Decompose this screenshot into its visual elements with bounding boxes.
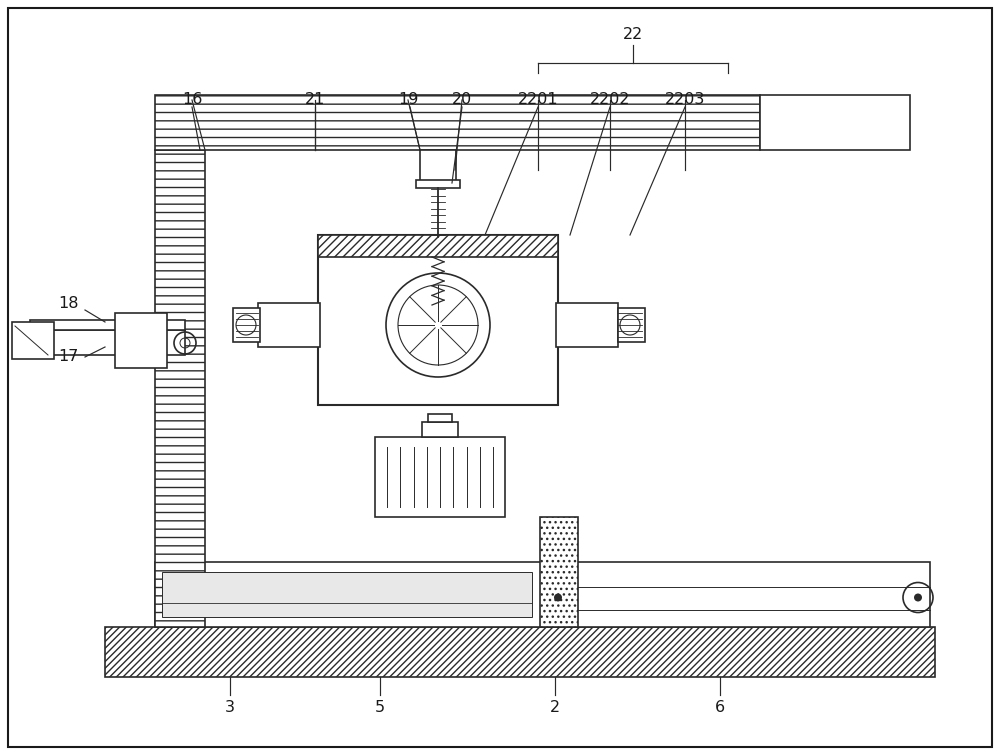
Bar	[258, 303, 320, 347]
Text: 21: 21	[305, 93, 325, 107]
Bar	[428, 414, 452, 422]
Text: 2: 2	[550, 699, 560, 714]
Bar	[422, 422, 458, 437]
Text: 17: 17	[58, 350, 78, 365]
Text: 2202: 2202	[590, 93, 630, 107]
Text: 6: 6	[715, 699, 725, 714]
Bar	[318, 235, 558, 405]
Text: 5: 5	[375, 699, 385, 714]
Circle shape	[554, 593, 562, 602]
Bar	[155, 95, 760, 150]
Bar	[30, 320, 185, 330]
Text: 2203: 2203	[665, 93, 705, 107]
Text: 18: 18	[58, 295, 78, 310]
Bar	[155, 562, 555, 627]
Text: 20: 20	[452, 93, 472, 107]
Bar	[30, 330, 185, 355]
Text: 3: 3	[225, 699, 235, 714]
Text: 16: 16	[182, 93, 202, 107]
Text: 2201: 2201	[518, 93, 558, 107]
Bar	[155, 150, 205, 627]
Bar	[233, 308, 260, 342]
Bar	[375, 437, 505, 517]
Bar	[105, 627, 935, 677]
Bar	[540, 517, 578, 627]
Bar	[115, 313, 167, 368]
Bar	[545, 562, 930, 627]
Text: 19: 19	[398, 93, 418, 107]
Bar	[420, 150, 456, 183]
Bar	[318, 235, 558, 257]
Bar	[12, 322, 54, 359]
Bar	[162, 572, 532, 617]
Bar	[618, 308, 645, 342]
Bar	[416, 180, 460, 188]
Bar	[760, 95, 910, 150]
Bar	[556, 303, 618, 347]
Circle shape	[914, 593, 922, 602]
Text: 22: 22	[623, 27, 643, 42]
